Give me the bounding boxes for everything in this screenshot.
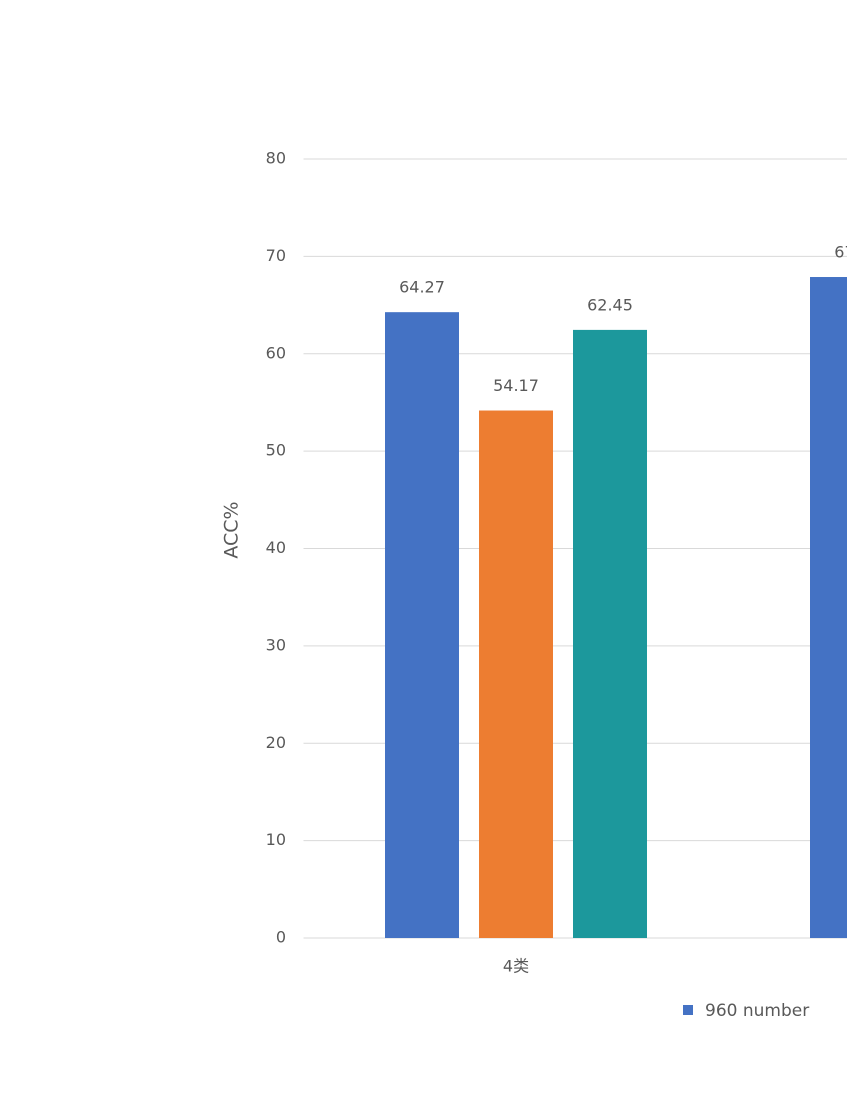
data-label: 54.17 bbox=[493, 376, 539, 395]
y-tick-label: 60 bbox=[266, 343, 286, 362]
legend-swatch bbox=[683, 1005, 693, 1015]
y-tick-label: 0 bbox=[276, 928, 286, 947]
bar bbox=[810, 277, 847, 938]
y-tick-label: 40 bbox=[266, 538, 286, 557]
bar bbox=[573, 329, 647, 938]
bar bbox=[385, 312, 459, 938]
legend-label: 960 number bbox=[705, 1001, 809, 1021]
data-label: 67. bbox=[834, 243, 847, 262]
y-tick-label: 30 bbox=[266, 635, 286, 654]
x-tick-label: 4类 bbox=[503, 957, 529, 976]
y-tick-label: 20 bbox=[266, 733, 286, 752]
y-tick-label: 80 bbox=[266, 149, 286, 168]
y-axis-label: ACC% bbox=[221, 501, 243, 558]
y-tick-label: 70 bbox=[266, 246, 286, 265]
bar bbox=[479, 410, 553, 938]
y-tick-label: 10 bbox=[266, 830, 286, 849]
y-tick-label: 50 bbox=[266, 441, 286, 460]
data-label: 62.45 bbox=[587, 295, 633, 314]
data-label: 64.27 bbox=[399, 278, 445, 297]
